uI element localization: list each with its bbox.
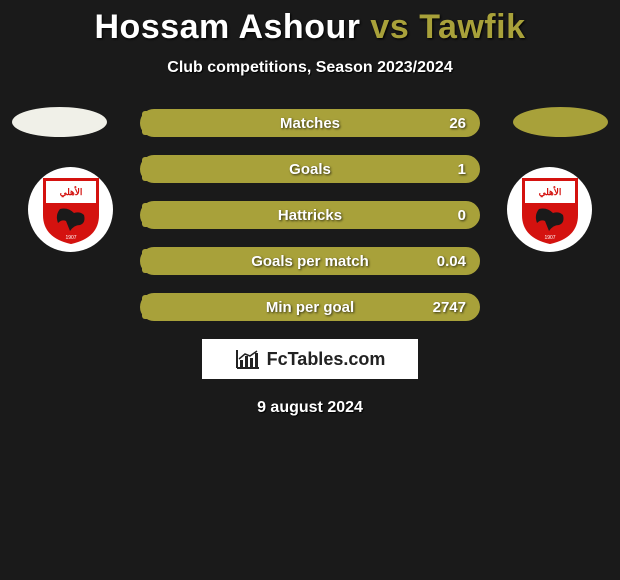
player1-club-logo: الأهلي 1907	[28, 167, 113, 252]
stat-bar: 0Hattricks	[140, 201, 480, 229]
player2-club-logo: الأهلي 1907	[507, 167, 592, 252]
stat-bar: 0.04Goals per match	[140, 247, 480, 275]
branding-text: FcTables.com	[267, 349, 386, 370]
stat-label: Hattricks	[142, 207, 478, 224]
svg-text:1907: 1907	[65, 235, 76, 241]
stat-label: Goals per match	[142, 253, 478, 270]
stat-bar: 2747Min per goal	[140, 293, 480, 321]
svg-text:الأهلي: الأهلي	[538, 186, 561, 198]
branding-badge: FcTables.com	[202, 339, 418, 379]
svg-text:الأهلي: الأهلي	[59, 186, 82, 198]
stat-bars-container: 26Matches 1Goals 0Hattricks 0.04Goals per m…	[140, 107, 480, 321]
stat-label: Min per goal	[142, 299, 478, 316]
club-shield-icon: الأهلي 1907	[519, 175, 581, 245]
player1-marker-ellipse	[12, 107, 107, 137]
stat-bar: 1Goals	[140, 155, 480, 183]
stat-bar: 26Matches	[140, 109, 480, 137]
player2-marker-ellipse	[513, 107, 608, 137]
player1-name: Hossam Ashour	[95, 8, 361, 46]
date-text: 9 august 2024	[0, 399, 620, 417]
stat-label: Goals	[142, 161, 478, 178]
stat-label: Matches	[142, 115, 478, 132]
svg-text:1907: 1907	[544, 235, 555, 241]
club-shield-icon: الأهلي 1907	[40, 175, 102, 245]
player2-name: Tawfik	[419, 8, 525, 46]
comparison-stage: الأهلي 1907 الأهلي 1907 26Matches 1Goals 0…	[0, 107, 620, 321]
chart-icon	[235, 348, 261, 370]
subtitle: Club competitions, Season 2023/2024	[0, 59, 620, 77]
comparison-title: Hossam Ashour vs Tawfik	[0, 0, 620, 47]
vs-text: vs	[370, 8, 409, 46]
